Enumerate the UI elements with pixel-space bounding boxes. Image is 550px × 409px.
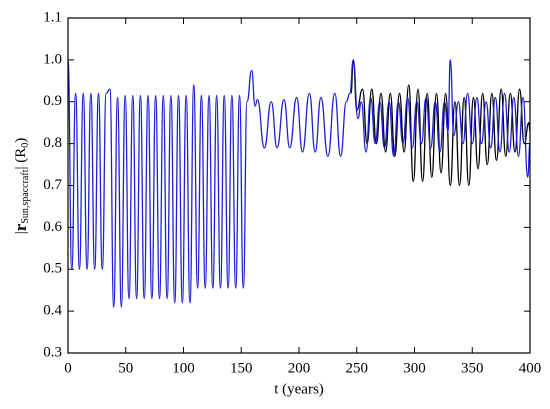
x-tick-label: 350 — [461, 360, 484, 376]
x-tick-label: 150 — [230, 360, 253, 376]
y-tick-label: 1.1 — [43, 9, 62, 25]
y-label-part: 0 — [20, 143, 31, 148]
x-tick-label: 50 — [118, 360, 133, 376]
y-tick-label: 0.9 — [43, 93, 62, 109]
y-label-part: Sun,spaccraft — [20, 169, 31, 223]
y-tick-label: 1.0 — [43, 51, 62, 67]
y-tick-label: 0.4 — [43, 303, 62, 319]
y-label-part: | — [13, 231, 29, 234]
data-line — [67, 59, 531, 308]
x-tick-label: 400 — [519, 360, 542, 376]
x-tick-label: 100 — [172, 360, 195, 376]
y-label-part: | (R — [13, 148, 29, 170]
x-tick-label: 0 — [64, 360, 72, 376]
y-tick-label: 0.6 — [43, 219, 62, 235]
y-tick-label: 0.8 — [43, 135, 62, 151]
y-axis-label: |rSun,spaccraft| (R0) — [11, 138, 31, 234]
y-tick-label: 0.5 — [43, 261, 62, 277]
x-tick-label: 200 — [288, 360, 311, 376]
y-label-part: ) — [13, 138, 29, 143]
plot-frame — [67, 17, 531, 354]
y-label-part: r — [11, 223, 30, 231]
x-tick-label: 250 — [346, 360, 369, 376]
y-tick-label: 0.3 — [43, 344, 62, 360]
y-tick-label: 0.7 — [43, 177, 62, 193]
x-tick-label: 300 — [403, 360, 426, 376]
data-line — [350, 59, 531, 187]
x-axis-label: t (years) — [274, 381, 324, 397]
